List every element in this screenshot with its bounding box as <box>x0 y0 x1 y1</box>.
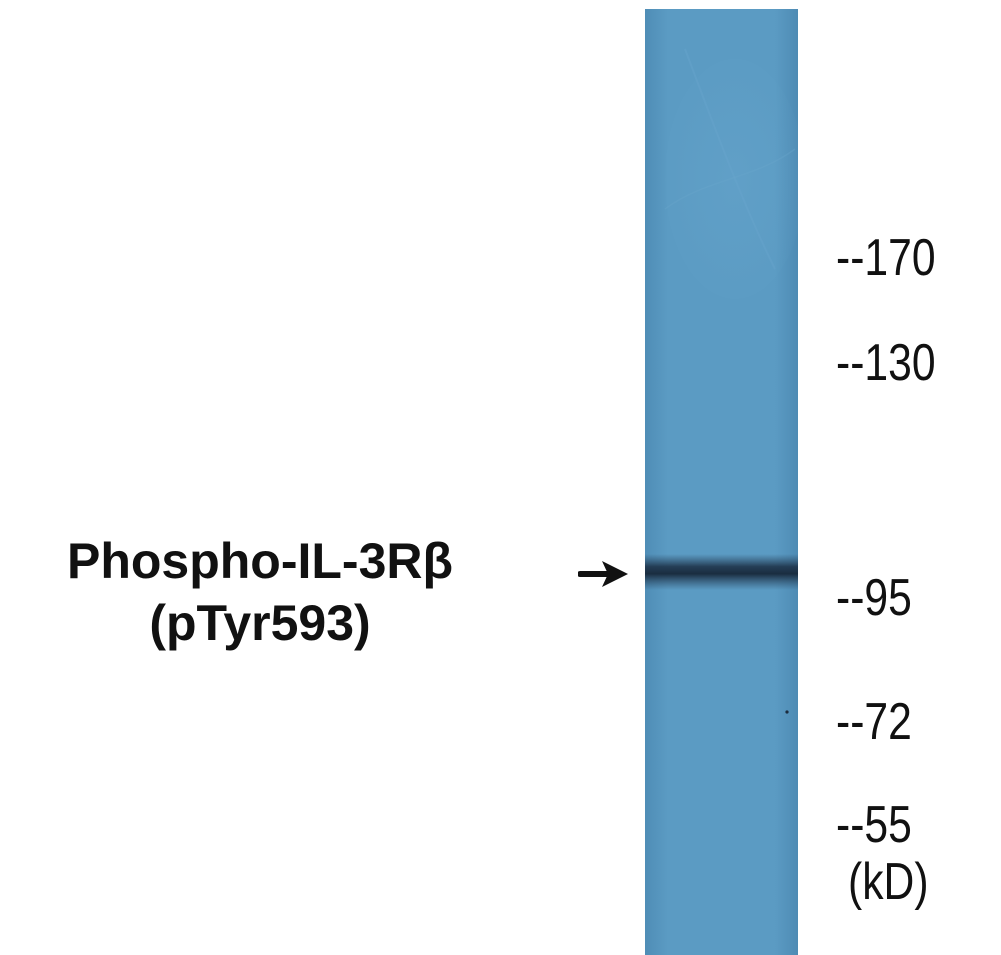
marker-170: --170 <box>836 229 936 287</box>
blot-lane <box>645 9 798 955</box>
protein-name: Phospho-IL-3Rβ <box>66 533 454 589</box>
protein-band <box>645 554 798 590</box>
arrow-right-icon <box>578 561 628 587</box>
phospho-site: (pTyr593) <box>149 595 371 651</box>
marker-55: --55 <box>836 796 912 854</box>
unit-label: (kD) <box>848 853 929 911</box>
protein-label: Phospho-IL-3Rβ (pTyr593) <box>0 530 520 654</box>
marker-130: --130 <box>836 334 936 392</box>
marker-72: --72 <box>836 693 912 751</box>
marker-95: --95 <box>836 569 912 627</box>
